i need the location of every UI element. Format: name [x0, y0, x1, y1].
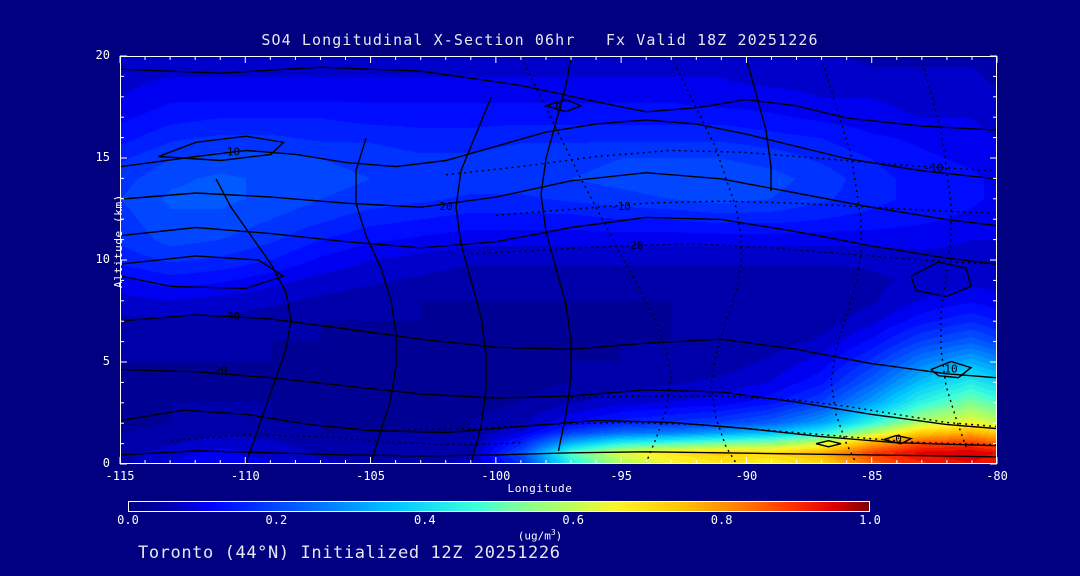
contour-line-positive — [121, 409, 996, 447]
contour-line-positive — [883, 434, 914, 445]
caption: Toronto (44°N) Initialized 12Z 20251226 — [138, 543, 561, 563]
contour-line-negative — [520, 57, 672, 463]
colorbar-gradient — [129, 502, 869, 511]
contour-label: 20 — [439, 200, 452, 213]
contour-line-positive — [540, 57, 572, 451]
contour-line-positive — [121, 255, 286, 290]
contour-line-positive — [121, 216, 996, 265]
contour-line-negative — [820, 57, 862, 463]
plot-area: 30 20 20 10 0 -10 -10 -20 0 10 Altitude (km) — [112, 55, 998, 465]
colorbar-tick: 1.0 — [859, 513, 881, 527]
colorbar-tick: 0.0 — [117, 513, 139, 527]
colorbar-units: (ug/m3) — [0, 528, 1080, 543]
contour-line-positive — [930, 360, 973, 379]
contour-label: -20 — [624, 239, 644, 252]
colorbar-tick: 0.6 — [562, 513, 585, 527]
contour-label: -10 — [611, 200, 631, 213]
colorbar-tick: 0.4 — [413, 513, 436, 527]
x-axis-tick: -95 — [610, 469, 632, 483]
x-axis-tick: -110 — [230, 469, 260, 483]
contour-label: 30 — [227, 310, 240, 323]
colorbar-units-paren: ) — [555, 529, 563, 543]
y-axis-label: Altitude (km) — [112, 194, 125, 288]
x-axis-tick: -105 — [356, 469, 386, 483]
contour-line-positive — [121, 171, 996, 227]
colorbar-units-exponent: 3 — [550, 528, 556, 537]
contour-line-negative — [170, 433, 522, 446]
plot-frame: 30 20 20 10 0 -10 -10 -20 0 10 — [120, 56, 997, 464]
x-axis-tick: -90 — [735, 469, 758, 483]
x-axis-label: Longitude — [507, 482, 573, 495]
contour-line-positive — [215, 178, 292, 463]
page-title: SO4 Longitudinal X-Section 06hr Fx Valid… — [261, 31, 819, 49]
contour-line-negative — [495, 200, 996, 216]
contour-line-positive — [121, 368, 996, 430]
x-axis-tick: -85 — [860, 469, 883, 483]
x-axis-tick: -80 — [986, 469, 1008, 483]
contour-line-positive — [355, 137, 397, 463]
contour-line-negative — [445, 149, 996, 176]
contour-label: 0 — [555, 101, 562, 114]
contour-label: 0 — [895, 433, 902, 446]
contour-line-positive — [158, 135, 285, 162]
contour-label: 20 — [214, 365, 227, 378]
cross-section-field: 30 20 20 10 0 -10 -10 -20 0 10 — [121, 57, 996, 463]
colorbar-tick: 0.8 — [710, 513, 733, 527]
contour-line-negative — [920, 57, 967, 448]
contour-label: 10 — [944, 363, 957, 376]
contour-line-positive — [121, 119, 996, 180]
x-axis-tick: -100 — [481, 469, 511, 483]
contour-line-positive — [121, 66, 996, 131]
contour-line-positive — [455, 97, 492, 463]
contour-label: -10 — [924, 162, 944, 175]
contour-line-positive — [121, 450, 996, 458]
x-axis-tick: -115 — [105, 469, 135, 483]
contour-line-positive — [910, 261, 972, 298]
contour-line-negative — [670, 57, 742, 463]
contour-line-positive — [745, 57, 772, 191]
y-axis-tick: 20 — [95, 48, 110, 62]
colorbar-units-text: (ug/m — [517, 529, 551, 543]
y-axis-tick: 0 — [102, 456, 110, 470]
contour-label: 10 — [227, 145, 240, 158]
y-axis-tick: 15 — [95, 150, 110, 164]
y-axis-tick: 10 — [95, 252, 110, 266]
colorbar — [128, 501, 870, 512]
colorbar-tick: 0.2 — [265, 513, 288, 527]
y-axis-tick: 5 — [102, 354, 110, 368]
contour-line-negative — [470, 243, 996, 265]
contour-line-positive — [815, 439, 842, 448]
contour-line-negative — [395, 421, 996, 446]
